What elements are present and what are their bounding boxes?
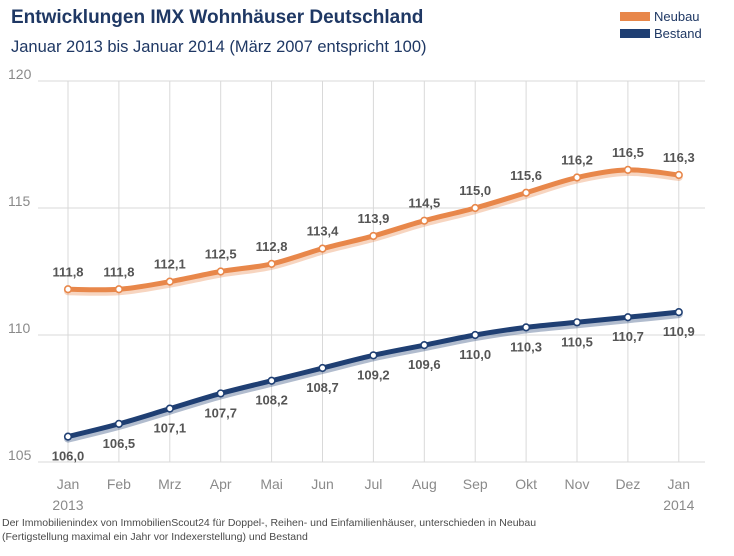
x-tick-year-end: 2014: [663, 497, 694, 513]
data-label-neubau: 113,9: [357, 211, 389, 226]
legend-item-bestand: Bestand: [620, 25, 702, 41]
y-tick-label: 115: [8, 193, 31, 209]
data-point-neubau: [572, 173, 582, 182]
x-tick-label: Jan: [668, 476, 691, 492]
data-label-bestand: 106,5: [103, 436, 136, 451]
x-tick-label: Mai: [260, 476, 283, 492]
data-point-neubau: [318, 244, 327, 253]
data-point-bestand: [420, 341, 429, 350]
legend-item-neubau: Neubau: [620, 8, 702, 24]
data-point-neubau: [63, 285, 73, 294]
data-point-neubau: [114, 285, 123, 294]
data-point-neubau: [420, 216, 429, 225]
data-point-bestand: [674, 308, 683, 317]
x-tick-label: Jan: [57, 476, 80, 492]
data-label-bestand: 109,2: [357, 367, 390, 382]
data-label-neubau: 112,5: [205, 247, 237, 262]
data-label-neubau: 116,5: [612, 145, 644, 160]
data-point-bestand: [267, 376, 276, 385]
data-label-neubau: 112,8: [256, 239, 288, 254]
x-tick-year-start: 2013: [52, 497, 83, 513]
legend-label-bestand: Bestand: [654, 25, 702, 41]
y-tick-label: 120: [8, 66, 32, 82]
data-point-bestand: [318, 363, 327, 373]
x-tick-label: Apr: [210, 476, 232, 492]
x-tick-label: Mrz: [158, 476, 181, 492]
chart-title: Entwicklungen IMX Wohnhäuser Deutschland: [11, 7, 424, 28]
chart-subtitle: Januar 2013 bis Januar 2014 (März 2007 e…: [11, 38, 427, 56]
legend-swatch-bestand: [620, 28, 650, 38]
data-label-neubau: 114,5: [408, 196, 440, 211]
data-point-bestand: [369, 351, 378, 360]
data-label-bestand: 107,1: [154, 421, 187, 436]
data-point-bestand: [63, 432, 73, 441]
data-point-bestand: [623, 313, 633, 322]
x-tick-label: Dez: [615, 476, 640, 492]
data-label-bestand: 110,3: [510, 339, 542, 354]
x-tick-label: Feb: [107, 476, 131, 492]
data-label-neubau: 111,8: [103, 264, 134, 279]
data-label-bestand: 108,7: [306, 380, 339, 395]
data-label-bestand: 110,7: [612, 329, 644, 344]
data-label-bestand: 107,7: [204, 405, 237, 420]
data-point-neubau: [165, 277, 174, 286]
data-point-neubau: [521, 188, 531, 197]
data-point-neubau: [471, 203, 480, 213]
data-label-bestand: 108,2: [255, 393, 288, 408]
data-point-bestand: [572, 318, 582, 327]
y-tick-label: 105: [8, 447, 32, 463]
legend-swatch-neubau: [620, 11, 650, 21]
x-tick-label: Nov: [565, 476, 590, 492]
line-chart: 105 110 115 120 Jan Feb Mrz Apr Mai Jun Jul Aug Sep O…: [8, 66, 705, 513]
legend-label-neubau: Neubau: [654, 8, 700, 24]
data-label-neubau: 116,2: [561, 153, 593, 168]
y-tick-label: 110: [8, 320, 31, 336]
legend: Neubau Bestand: [620, 8, 702, 42]
footnote-line-2: (Fertigstellung maximal ein Jahr vor Ind…: [2, 531, 308, 543]
data-point-neubau: [674, 170, 683, 180]
data-label-bestand: 110,0: [459, 347, 491, 362]
data-point-neubau: [623, 165, 633, 174]
footnote-line-1: Der Immobilienindex von ImmobilienScout2…: [2, 517, 537, 529]
data-point-neubau: [369, 231, 378, 241]
x-tick-label: Aug: [412, 476, 437, 492]
data-label-bestand: 106,0: [52, 449, 85, 464]
data-label-bestand: 109,6: [408, 357, 441, 372]
data-label-neubau: 116,3: [663, 150, 695, 165]
x-tick-label: Okt: [515, 476, 537, 492]
data-point-bestand: [216, 389, 225, 398]
footnote: Der Immobilienindex von ImmobilienScout2…: [2, 516, 536, 544]
x-tick-label: Jul: [364, 476, 382, 492]
x-tick-label: Jun: [311, 476, 334, 492]
data-point-bestand: [471, 330, 480, 340]
data-label-neubau: 113,4: [307, 224, 340, 239]
data-point-bestand: [114, 419, 123, 429]
data-label-bestand: 110,5: [561, 334, 593, 349]
data-point-bestand: [165, 404, 174, 413]
data-label-neubau: 111,8: [52, 264, 83, 279]
data-label-bestand: 110,9: [663, 324, 695, 339]
data-point-bestand: [521, 323, 531, 332]
x-tick-label: Sep: [463, 476, 488, 492]
data-point-neubau: [267, 259, 276, 268]
data-label-neubau: 115,6: [510, 168, 542, 183]
data-label-neubau: 112,1: [154, 257, 186, 272]
data-point-neubau: [216, 267, 225, 276]
data-label-neubau: 115,0: [459, 183, 491, 198]
